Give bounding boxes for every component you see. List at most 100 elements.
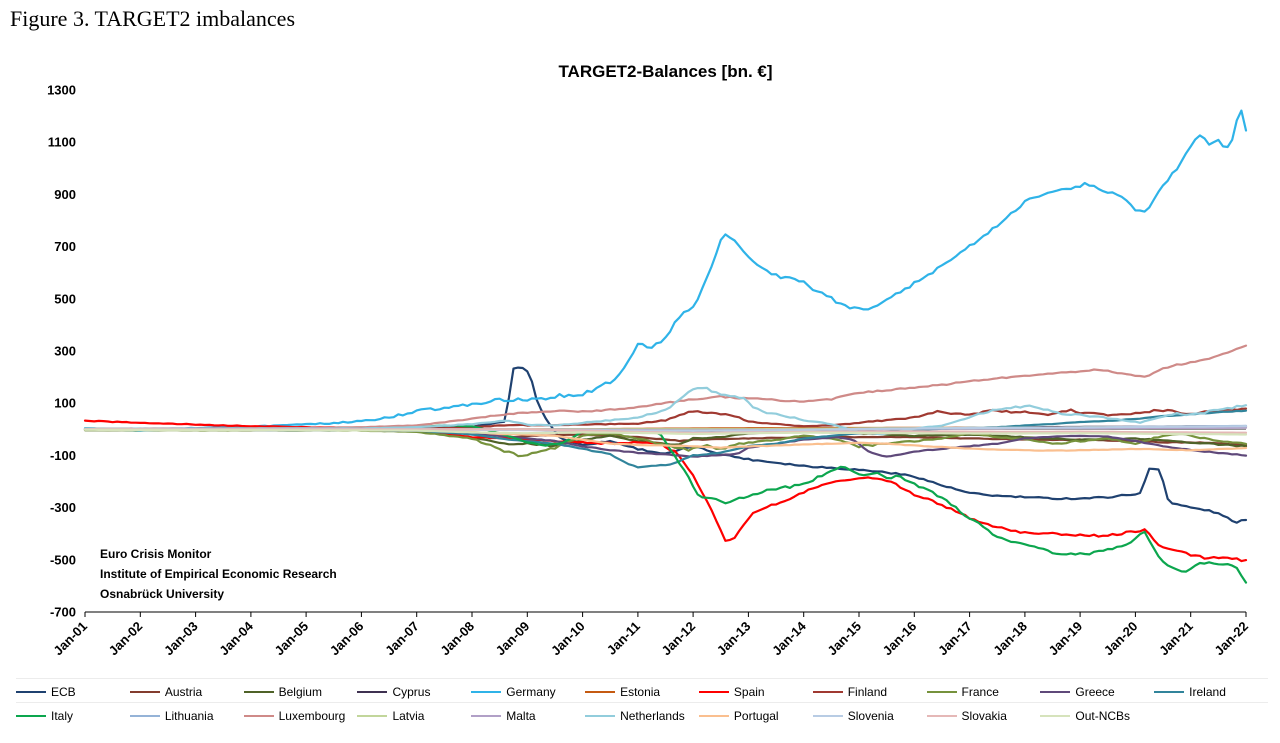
legend-line-swatch (1040, 715, 1071, 717)
chart-plot-area: 13001100900700500300100-100-300-500-700J… (47, 83, 1251, 659)
legend-item-italy: Italy (16, 709, 130, 723)
svg-text:-300: -300 (50, 500, 76, 515)
legend-label: Belgium (278, 685, 322, 699)
legend-item-ecb: ECB (16, 685, 130, 699)
svg-text:Jan-18: Jan-18 (990, 619, 1030, 659)
svg-text:-700: -700 (50, 605, 76, 620)
svg-text:Jan-16: Jan-16 (880, 619, 920, 659)
legend-line-swatch (812, 715, 843, 717)
legend-line-swatch (926, 715, 957, 717)
legend-label: Finland (847, 685, 888, 699)
legend-line-swatch (698, 715, 729, 717)
legend-label: Cyprus (392, 685, 431, 699)
svg-text:900: 900 (54, 187, 76, 202)
svg-text:Jan-04: Jan-04 (216, 618, 256, 658)
legend-label: Netherlands (620, 709, 685, 723)
series-line-out-ncbs (83, 428, 1248, 436)
legend-row-1: ECB Austria Belgium Cyprus Germany Estonia Spa… (16, 678, 1268, 702)
legend-item-lithuania: Lithuania (129, 709, 244, 723)
legend-label: Portugal (733, 709, 779, 723)
legend-label: Slovakia (961, 709, 1007, 723)
svg-text:Jan-05: Jan-05 (271, 619, 311, 659)
svg-text:Jan-15: Jan-15 (824, 619, 864, 659)
legend-line-swatch (1040, 691, 1071, 693)
legend-item-netherlands: Netherlands (585, 709, 699, 723)
series-line-italy (83, 424, 1248, 584)
svg-text:Jan-20: Jan-20 (1101, 619, 1141, 659)
svg-text:500: 500 (54, 291, 76, 306)
legend-item-ireland: Ireland (1154, 685, 1268, 699)
legend: ECB Austria Belgium Cyprus Germany Estonia Spa… (16, 678, 1268, 726)
legend-item-austria: Austria (129, 685, 244, 699)
legend-line-swatch (16, 715, 46, 717)
svg-text:700: 700 (54, 239, 76, 254)
legend-item-germany: Germany (471, 685, 585, 699)
chart-title: TARGET2-Balances [bn. €] (558, 62, 773, 81)
legend-label: Italy (51, 709, 74, 723)
svg-text:Jan-02: Jan-02 (106, 619, 146, 659)
svg-text:Institute of Empirical Economi: Institute of Empirical Economic Research (100, 567, 337, 581)
legend-line-swatch (812, 691, 843, 693)
legend-label: Out-NCBs (1075, 709, 1131, 723)
legend-item-finland: Finland (812, 685, 927, 699)
legend-label: Latvia (392, 709, 425, 723)
svg-text:1300: 1300 (47, 83, 76, 98)
svg-text:Jan-17: Jan-17 (935, 619, 975, 659)
series-line-germany (83, 109, 1248, 432)
legend-item-malta: Malta (471, 709, 585, 723)
source-annotation: Euro Crisis Monitor Institute of Empirica… (100, 547, 337, 601)
legend-line-swatch (926, 691, 957, 693)
svg-text:Jan-06: Jan-06 (327, 619, 367, 659)
legend-item-portugal: Portugal (698, 709, 813, 723)
figure-caption: Figure 3. TARGET2 imbalances (10, 6, 296, 31)
svg-text:Jan-21: Jan-21 (1156, 619, 1196, 659)
legend-line-swatch (471, 691, 502, 693)
svg-text:Osnabrück University: Osnabrück University (100, 587, 224, 601)
legend-label: Austria (164, 685, 203, 699)
svg-text:Euro Crisis Monitor: Euro Crisis Monitor (100, 547, 212, 561)
legend-line-swatch (698, 691, 729, 693)
legend-line-swatch (585, 715, 616, 717)
svg-text:Jan-11: Jan-11 (604, 619, 643, 658)
legend-label: Ireland (1189, 685, 1226, 699)
legend-label: France (961, 685, 999, 699)
legend-line-swatch (357, 691, 388, 693)
svg-text:-100: -100 (50, 448, 76, 463)
legend-item-cyprus: Cyprus (357, 685, 471, 699)
svg-text:Jan-09: Jan-09 (493, 619, 533, 659)
legend-line-swatch (129, 715, 160, 717)
legend-label: Germany (506, 685, 556, 699)
legend-item-slovakia: Slovakia (926, 709, 1041, 723)
legend-item-latvia: Latvia (357, 709, 471, 723)
svg-text:Jan-10: Jan-10 (548, 619, 588, 659)
svg-text:300: 300 (54, 344, 76, 359)
legend-line-swatch (357, 715, 388, 717)
svg-text:1100: 1100 (48, 135, 76, 150)
series-line-luxembourg (83, 344, 1248, 430)
svg-text:Jan-12: Jan-12 (658, 619, 698, 659)
legend-label: Greece (1075, 685, 1115, 699)
svg-text:Jan-19: Jan-19 (1045, 619, 1085, 659)
legend-item-belgium: Belgium (243, 685, 358, 699)
legend-line-swatch (129, 691, 160, 693)
series-line-spain (83, 419, 1248, 563)
legend-label: Slovenia (847, 709, 894, 723)
legend-label: Malta (506, 709, 536, 723)
legend-line-swatch (471, 715, 502, 717)
legend-item-slovenia: Slovenia (812, 709, 927, 723)
legend-line-swatch (1154, 691, 1185, 693)
svg-text:Jan-13: Jan-13 (714, 619, 754, 659)
svg-text:Jan-07: Jan-07 (382, 619, 422, 659)
svg-text:Jan-03: Jan-03 (161, 619, 201, 659)
legend-line-swatch (243, 691, 274, 693)
legend-item-france: France (926, 685, 1041, 699)
legend-label: Spain (733, 685, 765, 699)
legend-label: Luxembourg (278, 709, 346, 723)
legend-label: ECB (51, 685, 76, 699)
legend-line-swatch (16, 691, 46, 693)
svg-text:100: 100 (54, 396, 76, 411)
legend-item-estonia: Estonia (585, 685, 699, 699)
legend-label: Lithuania (164, 709, 214, 723)
legend-line-swatch (585, 691, 616, 693)
